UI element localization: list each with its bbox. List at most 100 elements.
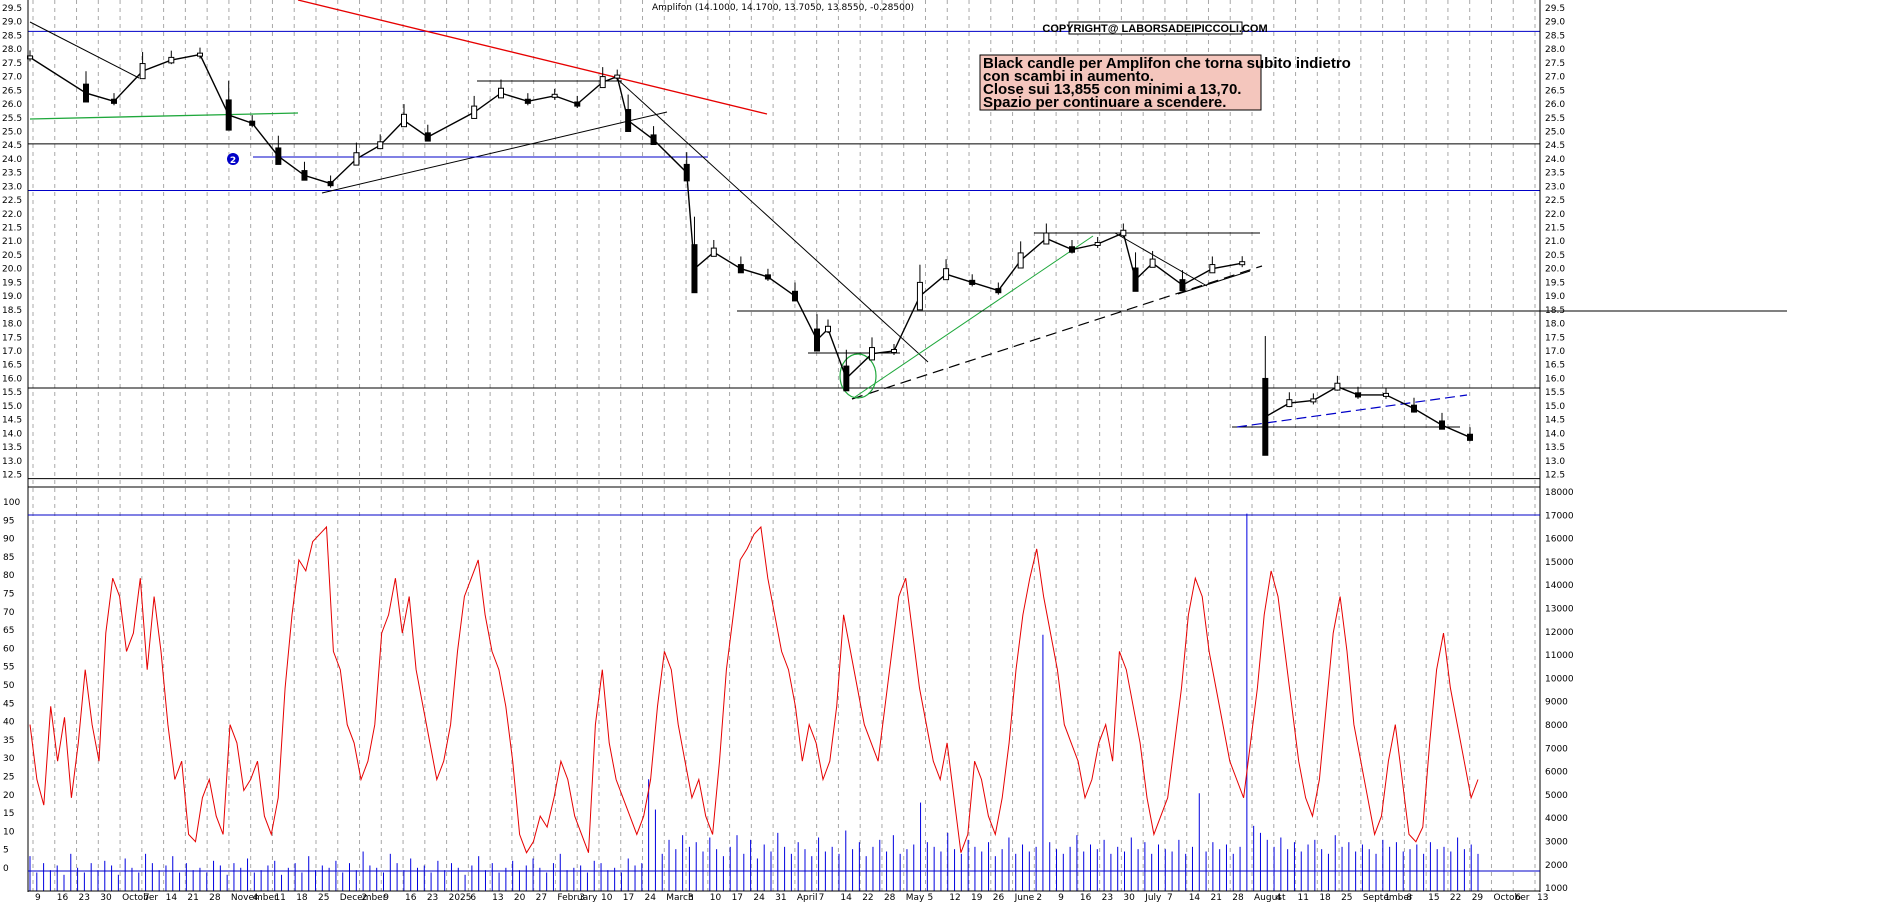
candle-body bbox=[1120, 229, 1127, 237]
osc-tick-label: 65 bbox=[3, 626, 14, 636]
candle-body bbox=[1132, 267, 1139, 292]
price-tick-label: 25.5 bbox=[1545, 114, 1565, 124]
date-label: 19 bbox=[971, 893, 983, 902]
candle-body bbox=[825, 325, 831, 333]
date-label: 6 bbox=[1515, 893, 1521, 902]
volume-tick-label: 14000 bbox=[1545, 581, 1574, 591]
volume-tick-label: 10000 bbox=[1545, 674, 1574, 684]
date-label: 23 bbox=[1102, 893, 1113, 902]
black-downtrend-line-left bbox=[29, 21, 140, 79]
price-tick-label-left: 13.0 bbox=[2, 457, 22, 467]
price-tick-label: 27.0 bbox=[1545, 73, 1565, 83]
candle-body bbox=[377, 141, 384, 150]
horizontal-levels bbox=[28, 30, 1540, 480]
date-label: 23 bbox=[79, 893, 90, 902]
date-label: 22 bbox=[1450, 893, 1461, 902]
price-tick-label: 13.5 bbox=[1545, 443, 1565, 453]
date-label: December bbox=[340, 893, 387, 902]
candle-body bbox=[1439, 420, 1445, 430]
candle-body bbox=[969, 279, 976, 285]
vertical-gridlines bbox=[32, 0, 1536, 891]
date-label: 29 bbox=[1472, 893, 1484, 902]
price-tick-label-left: 15.0 bbox=[2, 402, 22, 412]
price-tick-label-left: 20.5 bbox=[2, 251, 22, 261]
osc-tick-label: 0 bbox=[3, 864, 9, 874]
price-tick-label: 23.0 bbox=[1545, 182, 1565, 192]
candle-body bbox=[710, 247, 717, 257]
candle-body bbox=[327, 181, 334, 187]
price-tick-label: 20.0 bbox=[1545, 265, 1565, 275]
candle-body bbox=[1209, 264, 1216, 274]
price-tick-label: 18.0 bbox=[1545, 320, 1565, 330]
date-label: 4 bbox=[1276, 893, 1282, 902]
candle-body bbox=[1383, 392, 1389, 397]
marker-badge: 2 bbox=[227, 153, 239, 166]
candle-body bbox=[1334, 382, 1341, 391]
volume-bars bbox=[29, 513, 1479, 891]
candle-body bbox=[737, 264, 744, 274]
date-label: 24 bbox=[753, 893, 765, 902]
date-label: July bbox=[1144, 893, 1162, 902]
price-tick-label: 25.0 bbox=[1545, 127, 1565, 137]
price-tick-label-left: 21.5 bbox=[2, 224, 22, 234]
candle-body bbox=[574, 101, 581, 107]
dashed-uptrend-line bbox=[851, 265, 1263, 400]
candle-body bbox=[916, 281, 923, 311]
price-tick-label-left: 13.5 bbox=[2, 443, 22, 453]
price-tick-label: 29.0 bbox=[1545, 18, 1565, 28]
black-downtrend-line-mid bbox=[614, 76, 929, 363]
price-tick-label: 18.5 bbox=[1545, 306, 1565, 316]
green-uptrend-line bbox=[851, 235, 1094, 400]
price-tick-label: 21.5 bbox=[1545, 224, 1565, 234]
annotation-line-1: Black candle per Amplifon che torna subi… bbox=[983, 55, 1351, 72]
price-tick-label-left: 29.0 bbox=[2, 18, 22, 28]
date-label: 1 bbox=[1385, 893, 1391, 902]
date-label: May bbox=[906, 893, 925, 902]
date-label: 14 bbox=[840, 893, 852, 902]
candle-body bbox=[995, 288, 1002, 294]
date-label: 17 bbox=[732, 893, 743, 902]
volume-tick-label: 15000 bbox=[1545, 558, 1574, 568]
candle-body bbox=[1017, 252, 1024, 269]
price-tick-label: 20.5 bbox=[1545, 251, 1565, 261]
price-tick-label-left: 14.0 bbox=[2, 429, 22, 439]
date-label: 7 bbox=[1167, 893, 1173, 902]
osc-tick-label: 80 bbox=[3, 571, 15, 581]
date-label: 9 bbox=[383, 893, 389, 902]
date-label: 21 bbox=[187, 893, 198, 902]
volume-tick-label: 5000 bbox=[1545, 791, 1568, 801]
osc-tick-label: 60 bbox=[3, 644, 15, 654]
candle-body bbox=[869, 347, 875, 361]
date-label: 2 bbox=[1036, 893, 1042, 902]
date-label: 12 bbox=[949, 893, 960, 902]
price-tick-label-left: 25.5 bbox=[2, 114, 22, 124]
date-label: 11 bbox=[1298, 893, 1309, 902]
oscillator-axis: 1009590858075706560555045403530252015105… bbox=[3, 498, 20, 874]
volume-tick-label: 16000 bbox=[1545, 535, 1574, 545]
price-tick-label: 24.0 bbox=[1545, 155, 1565, 165]
price-tick-label: 15.5 bbox=[1545, 388, 1565, 398]
date-label: 22 bbox=[862, 893, 873, 902]
candle-body bbox=[1094, 241, 1101, 246]
trendlines bbox=[29, 0, 1787, 428]
green-ma-line bbox=[29, 112, 299, 120]
price-tick-label: 15.0 bbox=[1545, 402, 1565, 412]
candle-body bbox=[683, 163, 690, 182]
osc-tick-label: 30 bbox=[3, 754, 15, 764]
date-label: 30 bbox=[1123, 893, 1135, 902]
date-label: 3 bbox=[579, 893, 585, 902]
august-blue-channel bbox=[1236, 394, 1468, 428]
price-tick-label-left: 15.5 bbox=[2, 388, 22, 398]
date-label: March bbox=[666, 893, 693, 902]
marker-label: 2 bbox=[230, 156, 236, 166]
date-label: 27 bbox=[536, 893, 547, 902]
price-tick-label-left: 22.0 bbox=[2, 210, 22, 220]
volume-tick-label: 11000 bbox=[1545, 651, 1574, 661]
volume-tick-label: 17000 bbox=[1545, 511, 1574, 521]
date-label: 28 bbox=[1232, 893, 1244, 902]
price-tick-label-left: 19.5 bbox=[2, 278, 22, 288]
price-tick-label-left: 28.0 bbox=[2, 45, 22, 55]
price-tick-label: 19.5 bbox=[1545, 278, 1565, 288]
volume-tick-label: 8000 bbox=[1545, 721, 1568, 731]
